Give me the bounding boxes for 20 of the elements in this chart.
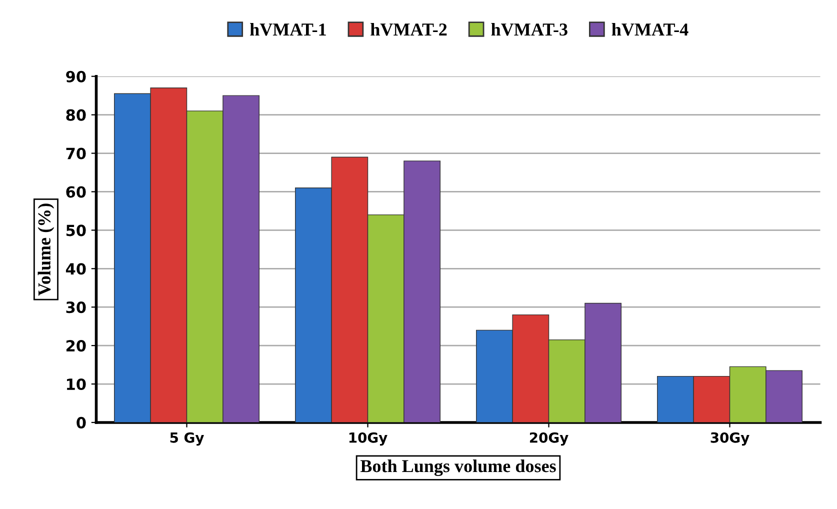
y-tick-label: 20 [66,340,86,352]
x-axis-title: Both Lungs volume doses [360,460,556,476]
x-tick-label: 30Gy [710,432,750,446]
legend-label: hVMAT-1 [250,22,326,36]
y-tick-label: 60 [66,186,86,198]
y-tick-label: 90 [66,70,86,82]
y-tick-label: 50 [66,224,86,236]
y-tick-label: 80 [66,109,86,121]
y-tick-label: 30 [66,302,86,314]
x-tick-label: 10Gy [349,432,388,446]
legend-label: hVMAT-3 [491,22,568,36]
legend-label: hVMAT-4 [612,22,688,36]
y-tick-label: 10 [66,378,86,390]
x-tick-label: 5 Gy [170,432,204,446]
y-tick-label: 40 [66,263,86,275]
y-tick-label: 70 [66,148,86,160]
legend-label: hVMAT-2 [370,22,447,36]
y-tick-label: 0 [76,416,86,428]
y-axis-title: Volume (%) [38,204,54,296]
x-tick-label: 20Gy [530,432,568,446]
